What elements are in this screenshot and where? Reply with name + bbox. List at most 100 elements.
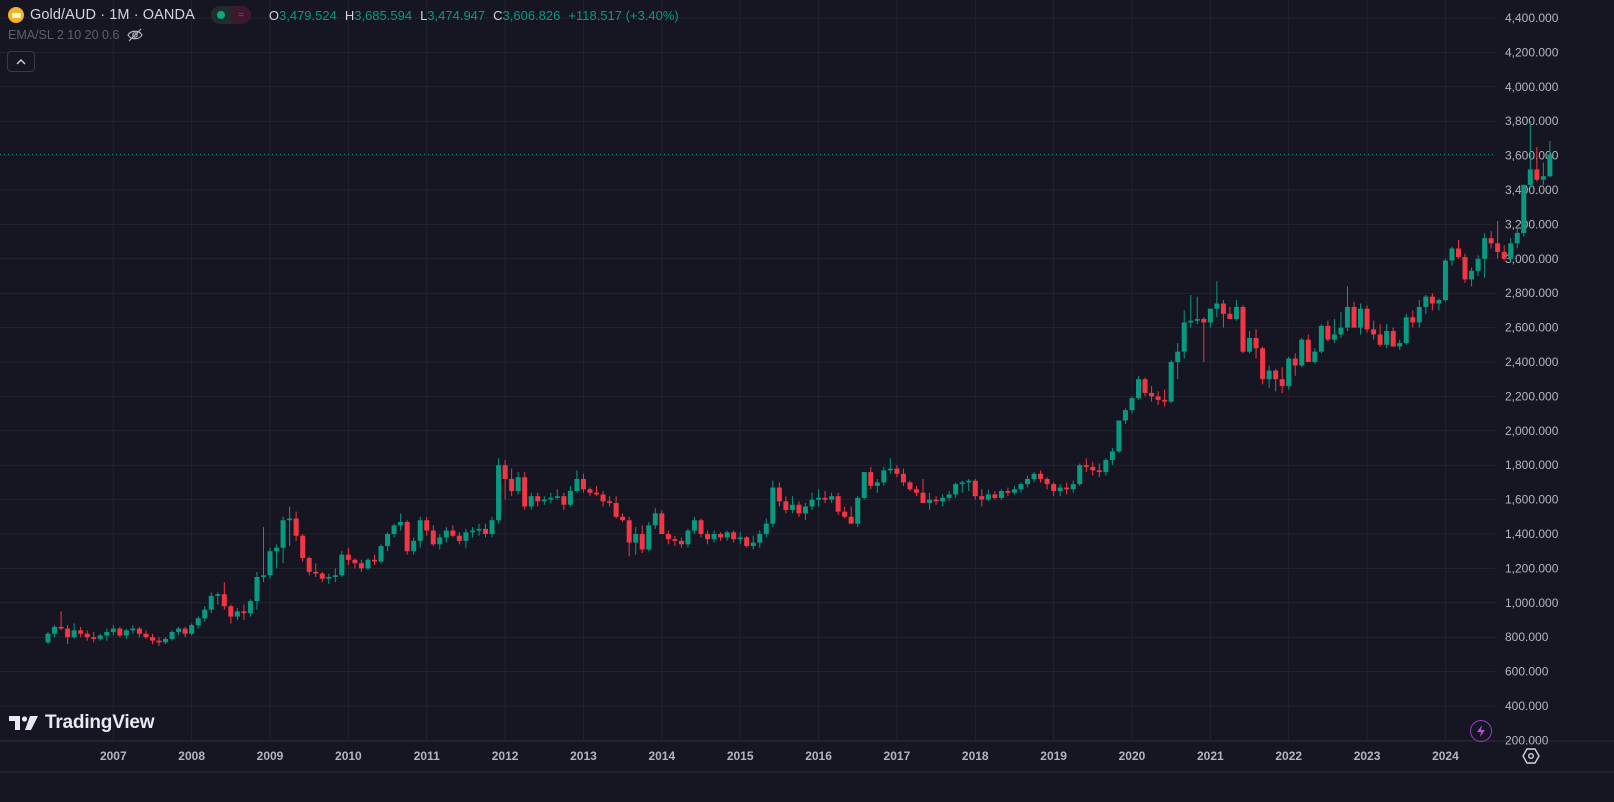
candle-body <box>71 630 77 638</box>
x-tick-label: 2020 <box>1119 749 1146 763</box>
candle-body <box>548 497 554 500</box>
candle-body <box>254 577 260 602</box>
candle-body <box>1051 484 1057 491</box>
candle-body <box>1331 334 1337 340</box>
candle-body <box>1371 329 1377 335</box>
candle-body <box>398 521 404 526</box>
candle-body <box>757 534 763 543</box>
candle-body <box>1005 491 1011 493</box>
candle-body <box>1312 351 1318 362</box>
y-tick-label: 3,600.000 <box>1505 149 1559 163</box>
candle-body <box>234 611 240 617</box>
market-status-pill[interactable]: ≈ <box>210 6 251 24</box>
candle-body <box>620 516 626 521</box>
x-tick-label: 2016 <box>805 749 832 763</box>
candle-body <box>182 628 188 634</box>
lightning-button[interactable] <box>1470 720 1492 742</box>
candle-body <box>1025 478 1030 485</box>
candle-body <box>985 494 991 500</box>
eye-off-icon[interactable] <box>127 28 144 42</box>
y-tick-label: 2,400.000 <box>1505 355 1559 369</box>
y-tick-label: 800.000 <box>1505 630 1549 644</box>
candle-body <box>894 468 900 474</box>
candle-body <box>91 637 97 639</box>
symbol-title[interactable]: Gold/AUD · 1M · OANDA <box>30 7 195 23</box>
candle-body <box>463 532 469 541</box>
candle-body <box>796 504 802 514</box>
candle-body <box>58 626 64 629</box>
candle-body <box>221 594 227 607</box>
candle-body <box>496 465 502 521</box>
candle-body <box>802 506 808 514</box>
candle-body <box>829 496 835 500</box>
candle-body <box>953 484 959 495</box>
candle-body <box>189 625 195 634</box>
candle-body <box>1377 334 1383 345</box>
candle-body <box>469 530 475 533</box>
candle-body <box>437 537 443 545</box>
y-tick-label: 1,200.000 <box>1505 561 1559 575</box>
candle-body <box>443 530 449 538</box>
candle-body <box>97 635 103 639</box>
x-tick-label: 2010 <box>335 749 362 763</box>
x-tick-label: 2022 <box>1275 749 1302 763</box>
candle-body <box>1220 303 1226 314</box>
y-tick-label: 400.000 <box>1505 699 1549 713</box>
candle-body <box>123 630 129 636</box>
chart-settings-button[interactable] <box>1522 747 1540 765</box>
candle-body <box>1214 303 1220 309</box>
candle-body <box>358 563 364 569</box>
candle-body <box>339 554 345 576</box>
x-tick-label: 2021 <box>1197 749 1224 763</box>
candle-body <box>574 478 580 491</box>
indicator-label[interactable]: EMA/SL 2 10 20 0.6 <box>8 28 120 42</box>
candle-body <box>1090 466 1096 471</box>
candle-body <box>998 491 1004 498</box>
candle-body <box>678 540 684 545</box>
candle-body <box>1175 351 1181 362</box>
candle-body <box>842 511 848 517</box>
candle-body <box>594 492 600 495</box>
candle-body <box>1136 379 1142 399</box>
candle-body <box>1436 300 1442 304</box>
gear-icon <box>1522 748 1540 764</box>
candle-body <box>456 535 462 541</box>
candle-body <box>659 513 665 534</box>
candle-body <box>1077 465 1083 485</box>
candle-body <box>1351 306 1357 328</box>
x-tick-label: 2011 <box>414 749 440 763</box>
collapse-legend-button[interactable] <box>7 51 35 72</box>
candle-body <box>1044 478 1050 485</box>
candle-body <box>404 521 410 552</box>
candle-body <box>1188 320 1194 323</box>
price-axis[interactable] <box>1495 0 1614 797</box>
candle-body <box>1070 484 1076 490</box>
candle-body <box>1266 370 1272 380</box>
candle-body <box>1423 296 1429 307</box>
candle-body <box>1547 154 1553 177</box>
candle-body <box>215 594 221 596</box>
candle-body <box>737 537 743 540</box>
x-tick-label: 2017 <box>884 749 911 763</box>
ohlc-values: O3,479.524 H3,685.594 L3,474.947 C3,606.… <box>269 8 679 23</box>
tradingview-logo[interactable]: TradingView <box>9 712 155 734</box>
candle-body <box>554 496 560 498</box>
candle-body <box>874 482 880 486</box>
candle-body <box>391 525 397 534</box>
candle-body <box>300 535 306 559</box>
candle-body <box>65 628 71 638</box>
candle-body <box>1201 319 1207 323</box>
candle-body <box>920 492 926 504</box>
high-label: H <box>344 7 355 23</box>
candle-body <box>1286 358 1292 387</box>
y-tick-label: 1,800.000 <box>1505 458 1559 472</box>
candle-body <box>626 520 632 543</box>
candle-body <box>789 504 795 510</box>
candle-body <box>202 609 208 619</box>
high-value: 3,685.594 <box>354 7 413 23</box>
candle-body <box>1011 489 1017 493</box>
candle-body <box>1057 487 1063 491</box>
candle-body <box>306 558 312 572</box>
